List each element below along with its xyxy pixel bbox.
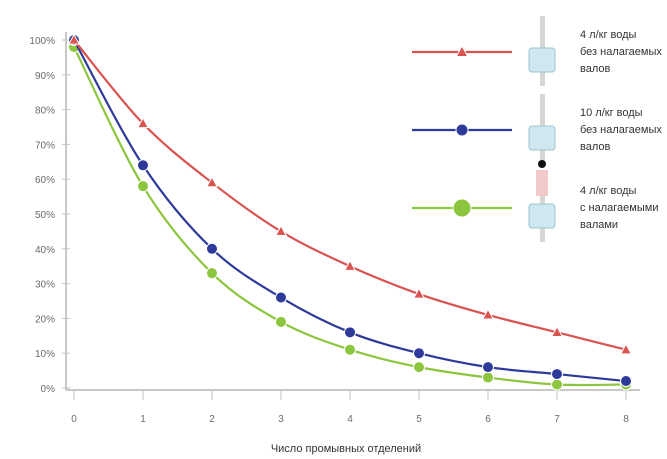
- y-tick-label: 60%: [35, 175, 55, 186]
- data-point: [137, 180, 149, 193]
- roller-weight: [538, 160, 546, 168]
- series-line: [73, 39, 627, 383]
- series-2: [68, 34, 632, 388]
- series-3: [68, 40, 632, 391]
- roller-drum: [528, 125, 556, 151]
- y-tick-label: 0%: [41, 384, 56, 395]
- data-point: [344, 326, 356, 339]
- data-point: [413, 361, 425, 374]
- legend-label: с налагаемыми: [580, 202, 658, 214]
- y-tick-label: 70%: [35, 140, 55, 151]
- data-point: [344, 343, 356, 356]
- data-point: [550, 325, 564, 337]
- legend-label: без налагаемых: [580, 46, 662, 58]
- legend-swatch-marker: [455, 44, 469, 57]
- roller-icon: [528, 160, 556, 242]
- legend-label: валов: [580, 63, 610, 75]
- legend-label: 10 л/кг воды: [580, 107, 643, 119]
- y-ticks: 0% 10% 20% 30% 40% 50% 60% 70% 80% 90% 100%: [29, 36, 70, 395]
- legend-label: 4 л/кг воды: [580, 29, 637, 41]
- y-tick-label: 30%: [35, 280, 55, 291]
- data-point: [136, 116, 150, 129]
- legend-item-2: 10 л/кг воды без налагаемых валов: [412, 94, 662, 164]
- y-tick-label: 80%: [35, 106, 55, 117]
- data-point: [67, 33, 81, 45]
- x-tick-label: 5: [416, 414, 422, 425]
- data-point: [137, 159, 149, 172]
- data-point: [275, 291, 287, 304]
- legend-item-1: 4 л/кг воды без налагаемых валов: [412, 16, 662, 86]
- data-point: [551, 368, 563, 381]
- x-tick-label: 6: [485, 414, 491, 425]
- x-tick-label: 3: [278, 414, 284, 425]
- data-point: [343, 259, 357, 271]
- data-point: [413, 347, 425, 360]
- legend-item-3: 4 л/кг воды с налагаемыми валами: [412, 160, 658, 242]
- x-tick-label: 0: [71, 414, 77, 425]
- legend-swatch-marker: [455, 123, 469, 137]
- y-tick-label: 20%: [35, 314, 55, 325]
- legend-label: без налагаемых: [580, 124, 662, 136]
- x-tick-label: 7: [554, 414, 560, 425]
- roller-drum: [528, 203, 556, 229]
- y-tick-label: 100%: [29, 36, 55, 47]
- data-point: [482, 361, 494, 374]
- data-point: [274, 224, 288, 237]
- x-tick-label: 4: [347, 414, 353, 425]
- data-point: [619, 343, 633, 355]
- x-axis-title: Число промывных отделений: [271, 443, 421, 455]
- roller-icon: [528, 94, 556, 164]
- legend-label: 4 л/кг воды: [580, 185, 637, 197]
- y-tick-label: 40%: [35, 245, 55, 256]
- x-ticks: 0 1 2 3 4 5 6 7 8: [71, 390, 629, 425]
- data-point: [620, 375, 632, 388]
- y-tick-label: 10%: [35, 349, 55, 360]
- series-line: [73, 39, 627, 351]
- data-point: [412, 287, 426, 299]
- x-tick-label: 2: [209, 414, 215, 425]
- data-point: [481, 308, 495, 320]
- data-point: [551, 378, 563, 391]
- data-point: [206, 242, 218, 255]
- roller-press: [536, 170, 548, 196]
- y-tick-label: 50%: [35, 210, 55, 221]
- roller-icon: [528, 16, 556, 86]
- legend-label: валами: [580, 219, 618, 231]
- x-tick-label: 8: [623, 414, 629, 425]
- legend-label: валов: [580, 141, 610, 153]
- data-point: [275, 315, 287, 328]
- data-point: [205, 176, 219, 188]
- series-1: [67, 33, 633, 355]
- x-tick-label: 1: [140, 414, 146, 425]
- axes: [65, 32, 640, 391]
- y-tick-label: 90%: [35, 71, 55, 82]
- series-layer: [67, 33, 633, 391]
- data-point: [206, 267, 218, 280]
- legend-swatch-marker: [452, 198, 472, 218]
- data-point: [482, 371, 494, 384]
- roller-drum: [528, 47, 556, 73]
